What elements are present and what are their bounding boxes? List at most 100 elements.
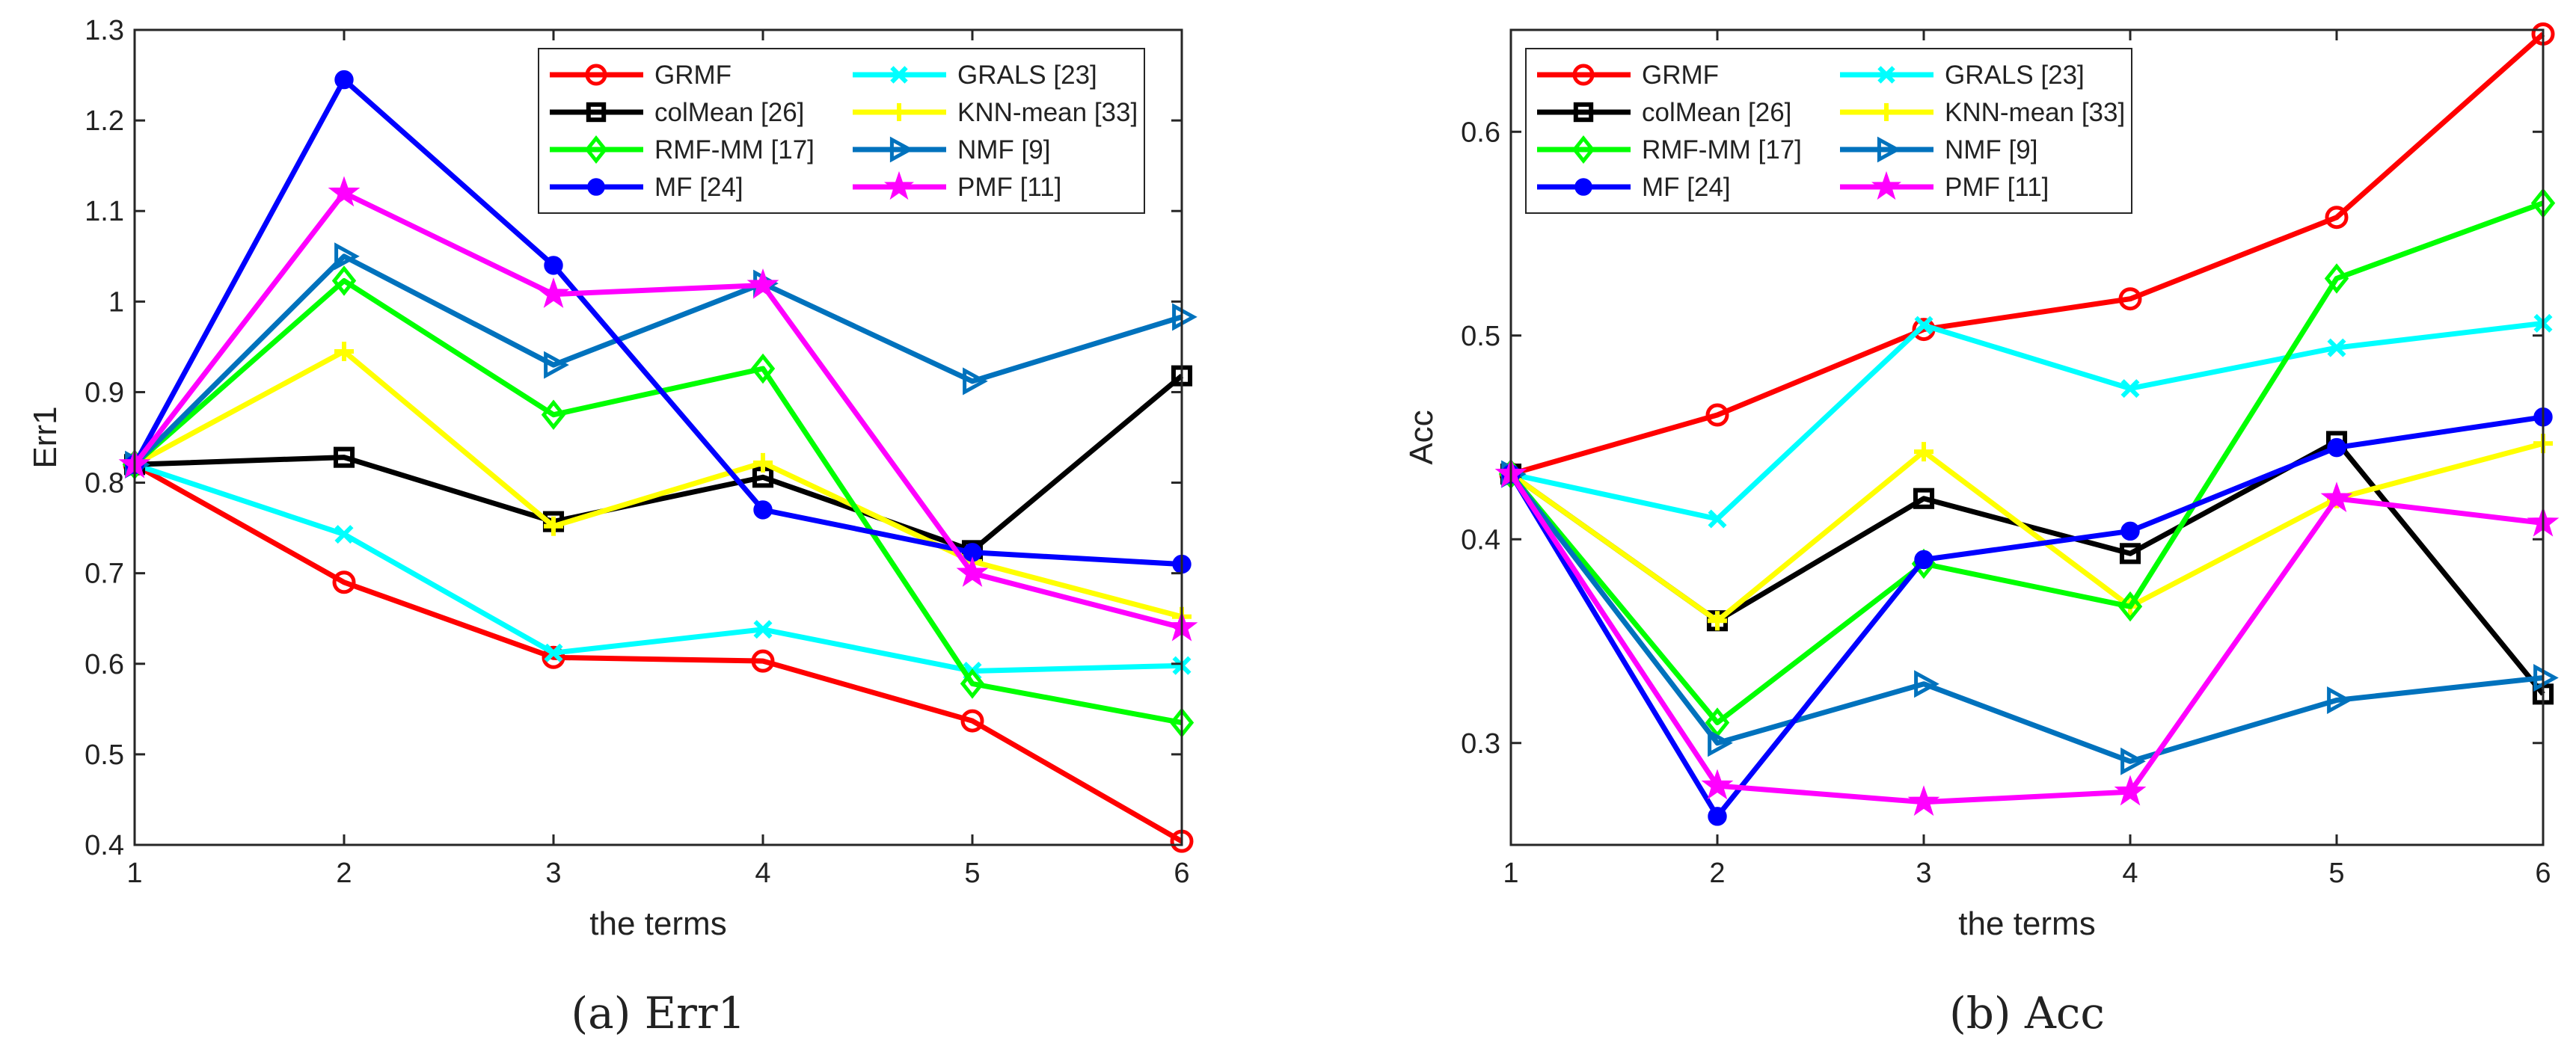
point-nmf-9: [544, 351, 569, 379]
series-line-pmf-11: [132, 190, 1183, 630]
legend-marker-grals-23: [1877, 66, 1895, 84]
series-line-grals-23: [1510, 320, 2544, 522]
series-line-rmf-mm-17: [1509, 200, 2545, 725]
point-rmf-mm-17: [960, 668, 985, 699]
x-tick-label: 2: [336, 858, 352, 889]
chart-acc-ticks: 1 2 3 4 5 6 0.3 0.4 0.5 0.6: [1461, 30, 2551, 889]
point-mf-24: [2120, 521, 2140, 541]
y-tick-label: 1.2: [85, 105, 124, 137]
point-grals-23: [1914, 316, 1933, 335]
x-tick-label: 5: [964, 858, 980, 889]
point-grmf: [332, 570, 356, 594]
point-mf-24: [2327, 437, 2346, 458]
point-knn-mean-33: [753, 452, 773, 473]
legend-label-rmf-mm-17: RMF-MM [17]: [654, 135, 815, 164]
point-colmean-26: [333, 446, 355, 468]
chart-err1-caption: (a) Err1: [571, 988, 746, 1039]
point-grals-23: [544, 643, 563, 662]
legend-marker-knn-mean-33: [890, 103, 908, 121]
point-mf-24: [1914, 550, 1933, 570]
point-nmf-9: [334, 242, 360, 271]
legend-label-pmf-11: PMF [11]: [1945, 173, 2049, 202]
point-mf-24: [334, 70, 354, 90]
chart-acc-ylabel: Acc: [1403, 410, 1440, 464]
legend-label-grmf: GRMF: [1642, 61, 1719, 90]
series-line-grals-23: [133, 461, 1183, 674]
point-nmf-9: [963, 367, 988, 396]
legend-marker-grmf: [585, 64, 607, 86]
point-knn-mean-33: [1708, 611, 1727, 631]
series-line-nmf-9: [132, 253, 1183, 467]
point-rmf-mm-17: [2117, 591, 2143, 622]
x-tick-label: 4: [2122, 858, 2138, 889]
point-nmf-9: [2327, 686, 2352, 715]
x-tick-label: 4: [755, 858, 770, 889]
point-nmf-9: [1708, 729, 1733, 757]
y-tick-label: 0.4: [1461, 524, 1500, 556]
legend-marker-mf-24: [1574, 178, 1592, 196]
y-tick-label: 0.9: [85, 377, 124, 408]
series-line-pmf-11: [1509, 473, 2544, 805]
y-tick-label: 1.3: [85, 15, 124, 46]
x-tick-label: 2: [1709, 858, 1725, 889]
point-pmf-11: [328, 176, 361, 207]
legend-label-mf-24: MF [24]: [654, 173, 743, 202]
chart-acc-caption: (b) Acc: [1949, 988, 2105, 1039]
legend-marker-grals-23: [890, 66, 908, 84]
chart-acc: 1 2 3 4 5 6 0.3 0.4 0.5 0.6 the terms Acc GRMF GRA…: [1403, 22, 2560, 1039]
legend-marker-knn-mean-33: [1877, 103, 1895, 121]
legend-marker-nmf-9: [1877, 136, 1901, 163]
legend-marker-nmf-9: [889, 136, 914, 163]
legend-label-knn-mean-33: KNN-mean [33]: [957, 98, 1138, 127]
point-pmf-11: [956, 556, 989, 587]
y-tick-label: 1: [108, 286, 124, 318]
legend-label-pmf-11: PMF [11]: [957, 173, 1061, 202]
point-pmf-11: [1907, 785, 1940, 816]
point-rmf-mm-17: [750, 353, 776, 384]
point-mf-24: [753, 500, 773, 520]
point-nmf-9: [1914, 670, 1939, 698]
legend-marker-colmean-26: [586, 102, 607, 123]
legend-marker-rmf-mm-17: [584, 135, 608, 164]
point-pmf-11: [1701, 769, 1734, 800]
y-tick-label: 0.4: [85, 830, 124, 861]
series-line-mf-24: [132, 77, 1183, 567]
point-pmf-11: [537, 277, 570, 308]
point-pmf-11: [2320, 482, 2353, 512]
legend-label-nmf-9: NMF [9]: [1945, 135, 2037, 164]
series-line-colmean-26: [134, 373, 1184, 553]
x-tick-label: 6: [1174, 858, 1189, 889]
point-grmf: [2325, 206, 2349, 230]
y-tick-label: 0.5: [1461, 321, 1500, 352]
y-tick-label: 0.8: [85, 468, 124, 499]
series-line-rmf-mm-17: [132, 278, 1183, 725]
y-tick-label: 0.6: [1461, 117, 1500, 148]
chart-err1-ylabel: Err1: [27, 406, 64, 468]
legend-label-grals-23: GRALS [23]: [1945, 61, 2085, 90]
series-line-grmf: [133, 462, 1183, 844]
point-grmf: [542, 645, 565, 669]
legend-label-colmean-26: colMean [26]: [1642, 98, 1791, 127]
x-tick-label: 3: [545, 858, 561, 889]
point-rmf-mm-17: [2324, 263, 2349, 294]
point-nmf-9: [2120, 747, 2146, 775]
point-grals-23: [334, 525, 354, 544]
y-tick-label: 0.5: [85, 739, 124, 771]
chart-err1-legend: GRMF GRALS [23] colMean [26] KNN-mean [33] R…: [538, 48, 1145, 214]
series-line-nmf-9: [1509, 472, 2544, 764]
point-colmean-26: [1913, 487, 1935, 509]
point-grmf: [751, 649, 775, 673]
series-line-colmean-26: [1509, 439, 2545, 696]
legend-label-rmf-mm-17: RMF-MM [17]: [1642, 135, 1802, 164]
chart-acc-marks: [1494, 22, 2560, 826]
x-tick-label: 6: [2535, 858, 2551, 889]
point-mf-24: [544, 256, 563, 275]
point-grmf: [1705, 403, 1729, 427]
chart-err1-ticks: 1 2 3 4 5 6 0.4 0.5 0.6 0.7 0.8 0.9 1 1.1 1.2 1.3: [85, 15, 1189, 889]
x-tick-label: 3: [1916, 858, 1931, 889]
legend-marker-mf-24: [587, 178, 605, 196]
point-knn-mean-33: [544, 516, 563, 536]
point-nmf-9: [2533, 664, 2559, 692]
legend-marker-grmf: [1572, 64, 1595, 86]
